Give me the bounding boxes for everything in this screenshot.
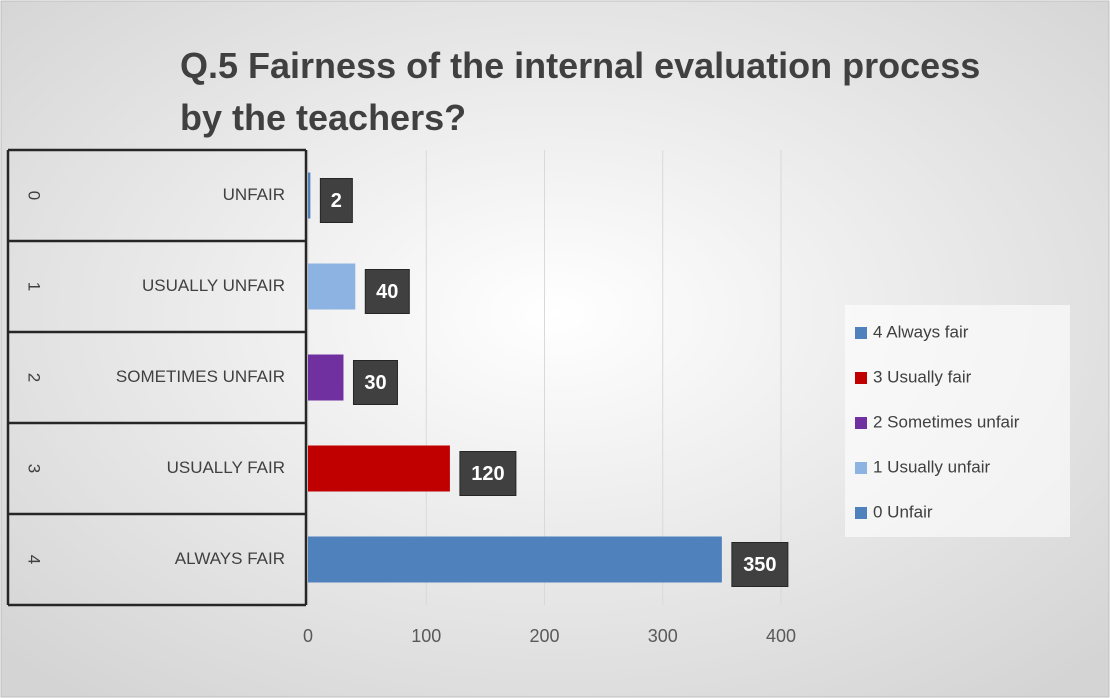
category-code: 4 — [25, 555, 44, 564]
data-label: 2 — [331, 190, 342, 212]
legend-label: 3 Usually fair — [873, 367, 972, 386]
legend-swatch — [855, 507, 867, 519]
category-label: UNFAIR — [223, 185, 285, 204]
data-label: 30 — [364, 372, 386, 394]
legend-swatch — [855, 327, 867, 339]
chart-title: Q.5 Fairness of the internal evaluation … — [180, 45, 981, 138]
category-code: 1 — [25, 282, 44, 291]
data-label-box — [364, 269, 410, 314]
category-code: 3 — [25, 464, 44, 473]
category-label: USUALLY FAIR — [167, 458, 285, 477]
bar — [308, 354, 344, 401]
legend-swatch — [855, 417, 867, 429]
category-code: 2 — [25, 373, 44, 382]
legend-label: 1 Usually unfair — [873, 457, 991, 476]
data-label: 40 — [376, 281, 398, 303]
category-label: USUALLY UNFAIR — [142, 276, 285, 295]
legend-label: 0 Unfair — [873, 502, 933, 521]
legend-label: 2 Sometimes unfair — [873, 412, 1020, 431]
bar — [308, 536, 722, 583]
legend-swatch — [855, 462, 867, 474]
data-label: 120 — [471, 463, 504, 485]
legend-box — [845, 305, 1070, 537]
legend-swatch — [855, 372, 867, 384]
data-label-box — [731, 542, 789, 587]
category-label: SOMETIMES UNFAIR — [116, 367, 285, 386]
x-tick-label: 400 — [766, 626, 796, 646]
data-label-box — [459, 451, 517, 496]
bar — [308, 263, 356, 310]
data-label-box — [352, 360, 398, 405]
x-tick-label: 0 — [303, 626, 313, 646]
x-tick-label: 100 — [411, 626, 441, 646]
category-label: ALWAYS FAIR — [175, 549, 285, 568]
x-tick-label: 300 — [648, 626, 678, 646]
category-code: 0 — [25, 191, 44, 200]
data-label: 350 — [743, 554, 776, 576]
bar — [308, 445, 450, 492]
x-tick-label: 200 — [529, 626, 559, 646]
legend-label: 4 Always fair — [873, 322, 969, 341]
bar — [308, 172, 311, 219]
data-label-box — [319, 178, 353, 223]
